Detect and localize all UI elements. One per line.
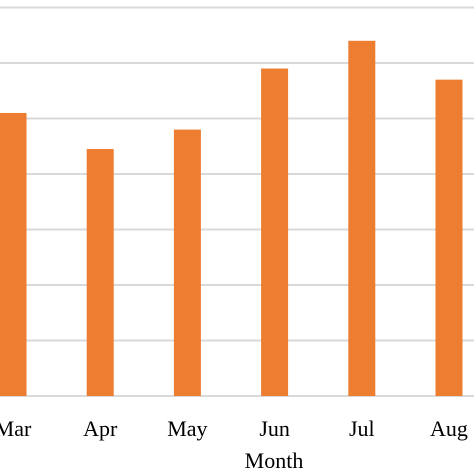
bar-may xyxy=(173,129,201,396)
bar-mar xyxy=(0,112,27,396)
bar-jul xyxy=(348,40,376,397)
x-tick-labels: Mar Apr May Jun Jul Aug xyxy=(0,416,468,441)
x-axis-title: Month xyxy=(245,448,304,473)
gridlines xyxy=(0,6,474,397)
x-tick-label-may: May xyxy=(167,416,207,441)
x-tick-label-jun: Jun xyxy=(259,416,290,441)
bar-aug xyxy=(435,79,463,397)
bars xyxy=(0,40,463,397)
x-tick-label-apr: Apr xyxy=(83,416,118,441)
x-tick-label-jul: Jul xyxy=(349,416,375,441)
x-tick-label-mar: Mar xyxy=(0,416,32,441)
x-tick-label-aug: Aug xyxy=(430,416,468,441)
bar-jun xyxy=(261,68,289,397)
bar-apr xyxy=(86,149,114,396)
